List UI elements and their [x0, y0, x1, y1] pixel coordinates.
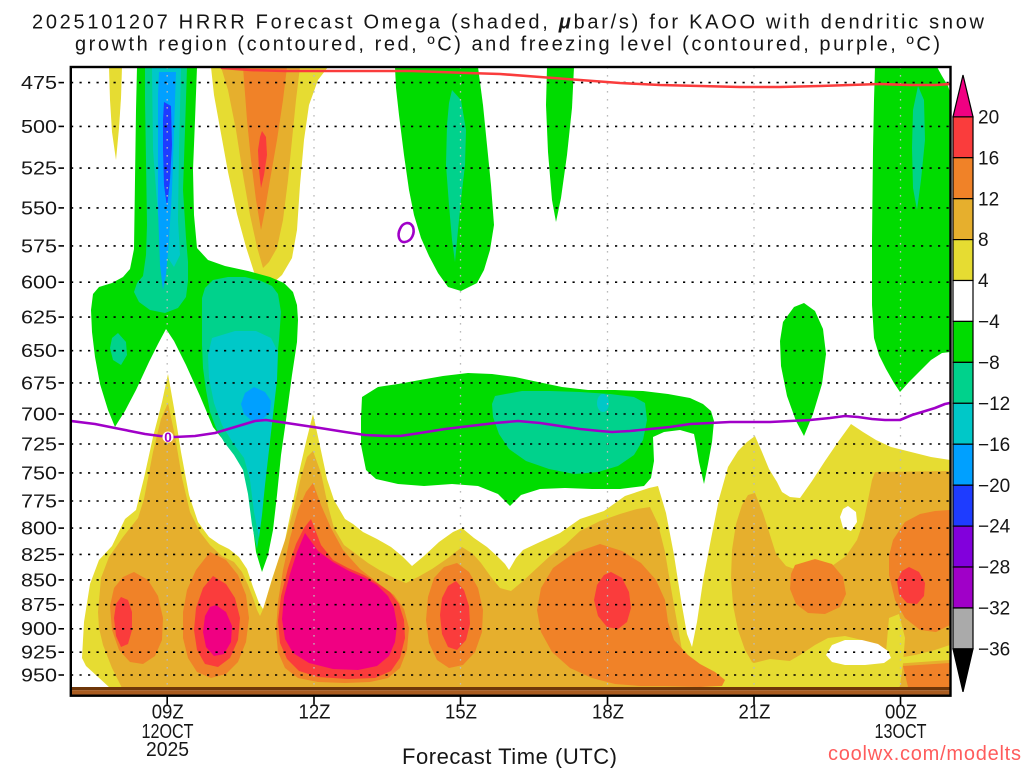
- svg-text:coolwx.com/modelts: coolwx.com/modelts: [828, 743, 1021, 765]
- svg-text:−20: −20: [978, 476, 1010, 497]
- svg-text:Forecast Time (UTC): Forecast Time (UTC): [402, 744, 617, 768]
- svg-text:475: 475: [21, 73, 57, 93]
- svg-text:−28: −28: [978, 558, 1010, 579]
- svg-text:−4: −4: [978, 312, 1000, 333]
- svg-text:500: 500: [21, 117, 57, 137]
- svg-text:550: 550: [21, 198, 57, 218]
- svg-text:525: 525: [21, 159, 57, 179]
- svg-text:−36: −36: [978, 640, 1010, 661]
- svg-text:18Z: 18Z: [592, 702, 624, 724]
- svg-text:925: 925: [21, 643, 57, 663]
- svg-text:−32: −32: [978, 599, 1010, 620]
- svg-text:950: 950: [21, 665, 57, 685]
- svg-text:2025: 2025: [146, 739, 189, 761]
- svg-text:00Z: 00Z: [885, 702, 917, 724]
- svg-text:850: 850: [21, 570, 57, 590]
- svg-text:15Z: 15Z: [445, 702, 477, 724]
- svg-text:13OCT: 13OCT: [875, 721, 927, 743]
- svg-text:825: 825: [21, 545, 57, 565]
- svg-text:−8: −8: [978, 353, 1000, 374]
- svg-text:21Z: 21Z: [739, 702, 771, 724]
- svg-text:575: 575: [21, 236, 57, 256]
- svg-text:650: 650: [21, 341, 57, 361]
- svg-text:750: 750: [21, 463, 57, 483]
- svg-text:growth region (contoured, red,: growth region (contoured, red, ºC) and f…: [75, 34, 940, 56]
- svg-text:20: 20: [978, 107, 999, 128]
- svg-text:4: 4: [978, 271, 989, 292]
- svg-text:775: 775: [21, 491, 57, 511]
- svg-text:725: 725: [21, 434, 57, 454]
- svg-text:625: 625: [21, 308, 57, 328]
- svg-text:700: 700: [21, 404, 57, 424]
- svg-text:8: 8: [978, 230, 989, 251]
- svg-text:0: 0: [164, 430, 172, 445]
- svg-text:−24: −24: [978, 517, 1011, 538]
- svg-text:875: 875: [21, 595, 57, 615]
- svg-text:−16: −16: [978, 435, 1010, 456]
- svg-text:09Z: 09Z: [152, 702, 184, 724]
- svg-text:800: 800: [21, 519, 57, 539]
- svg-text:12: 12: [978, 189, 999, 210]
- svg-text:2025101207 HRRR Forecast Omega: 2025101207 HRRR Forecast Omega (shaded, …: [32, 12, 985, 34]
- svg-text:900: 900: [21, 619, 57, 639]
- svg-text:12Z: 12Z: [299, 702, 331, 724]
- svg-text:12OCT: 12OCT: [142, 721, 194, 743]
- svg-text:675: 675: [21, 373, 57, 393]
- svg-text:16: 16: [978, 148, 999, 169]
- svg-text:600: 600: [21, 273, 57, 293]
- svg-text:−12: −12: [978, 394, 1010, 415]
